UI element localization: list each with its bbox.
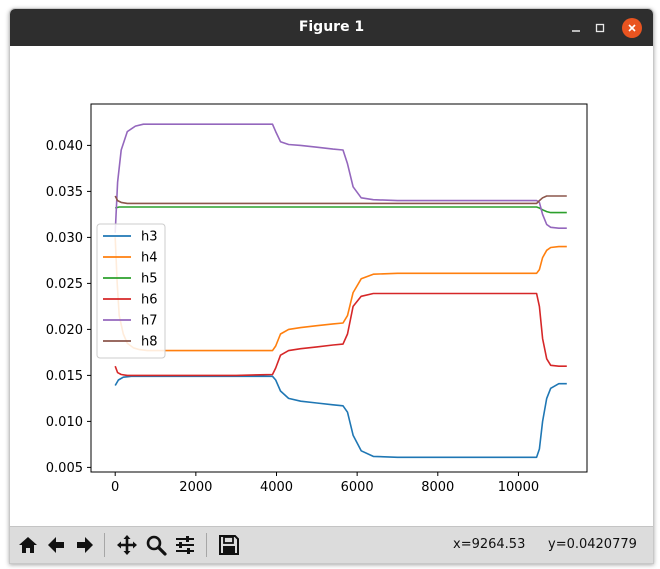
figure-window: Figure 1 0 2000 4000 6000 8000 10000 0.005 0.0… — [9, 8, 654, 564]
y-ticks: 0.005 0.010 0.015 0.020 0.025 0.030 0.035 0.040 — [46, 139, 91, 476]
x-tick-label: 2000 — [179, 480, 212, 495]
y-tick-label: 0.035 — [46, 185, 83, 200]
toolbar-separator — [206, 533, 207, 557]
x-tick-label: 6000 — [341, 480, 374, 495]
x-ticks: 0 2000 4000 6000 8000 10000 — [111, 472, 539, 495]
series-line-h7 — [114, 123, 567, 233]
axes-frame — [90, 103, 588, 473]
y-tick-label: 0.025 — [46, 277, 83, 292]
legend: h3 h4 h5 h6 h7 h8 — [96, 223, 166, 359]
title-bar[interactable]: Figure 1 — [10, 9, 653, 46]
legend-label-h4: h4 — [141, 251, 158, 266]
series-line-h3 — [114, 375, 567, 459]
x-tick-label: 8000 — [421, 480, 454, 495]
series-line-h6 — [114, 292, 567, 377]
legend-label-h5: h5 — [141, 272, 158, 287]
legend-label-h3: h3 — [141, 230, 158, 245]
y-tick-label: 0.010 — [46, 415, 83, 430]
pan-icon[interactable] — [114, 532, 140, 558]
series-line-h5 — [115, 206, 567, 214]
line-chart: 0 2000 4000 6000 8000 10000 0.0050.0100.0150.… — [46, 103, 588, 495]
y-coordinate-readout: y=0.0420779 — [548, 537, 637, 552]
back-icon[interactable] — [43, 532, 69, 558]
x-coordinate-readout: x=9264.53 — [453, 537, 526, 552]
x-tick-label: 10000 — [498, 480, 539, 495]
forward-icon[interactable] — [72, 532, 98, 558]
navigation-toolbar: x=9264.53 y=0.0420779 — [10, 526, 653, 563]
x-tick-label: 0 — [111, 480, 119, 495]
x-tick-label: 4000 — [260, 480, 293, 495]
minimize-icon[interactable] — [566, 18, 586, 38]
configure-subplots-icon[interactable] — [172, 532, 198, 558]
window-title: Figure 1 — [298, 19, 365, 35]
close-icon[interactable] — [622, 18, 642, 38]
zoom-icon[interactable] — [143, 532, 169, 558]
series-line-h8 — [114, 195, 567, 205]
home-icon[interactable] — [15, 532, 41, 558]
y-tick-label: 0.040 — [46, 139, 83, 154]
maximize-icon[interactable] — [590, 18, 610, 38]
series-layer — [114, 123, 567, 459]
y-tick-label: 0.030 — [46, 231, 83, 246]
plot-canvas[interactable]: 0 2000 4000 6000 8000 10000 0.005 0.010 0.015 0.… — [10, 46, 653, 526]
y-tick-label: 0.020 — [46, 323, 83, 338]
y-tick-label: 0.005 — [46, 461, 83, 476]
toolbar-separator — [104, 533, 105, 557]
legend-label-h7: h7 — [141, 314, 158, 329]
y-tick-label: 0.015 — [46, 369, 83, 384]
legend-label-h8: h8 — [141, 335, 158, 350]
legend-label-h6: h6 — [141, 293, 158, 308]
save-icon[interactable] — [216, 532, 242, 558]
